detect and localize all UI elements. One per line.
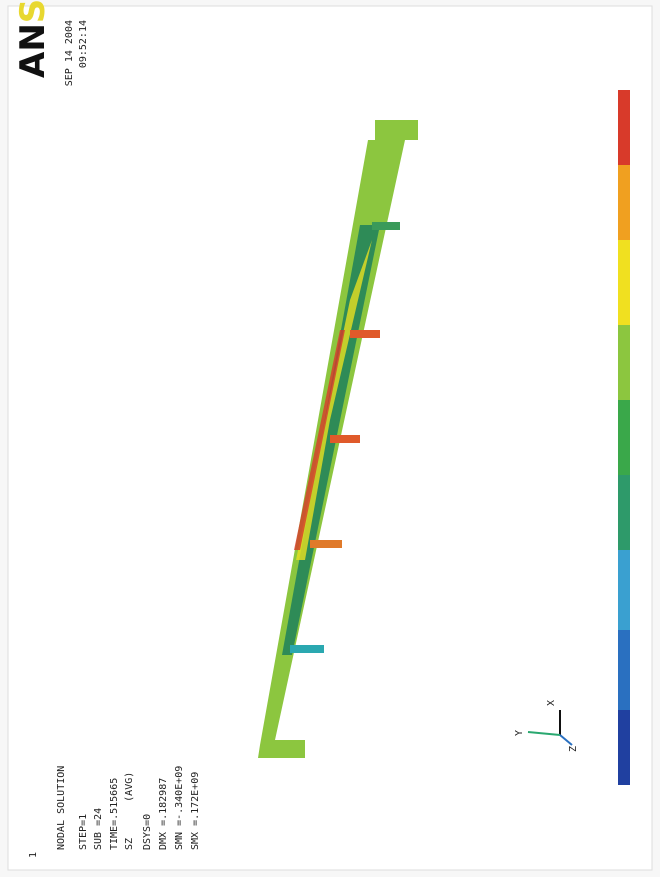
window-number: 1 — [28, 852, 39, 858]
logo: ANSYS — [13, 0, 53, 78]
color-band — [618, 165, 630, 240]
logo-part: SYS — [13, 0, 53, 23]
color-band — [618, 550, 630, 630]
legend-line: DMX =.182987 — [158, 778, 169, 850]
time: 09:52:14 — [78, 20, 89, 68]
color-band — [618, 240, 630, 325]
color-band — [618, 325, 630, 400]
color-bar — [618, 90, 630, 785]
color-band — [618, 630, 630, 710]
color-band — [618, 710, 630, 785]
color-band — [618, 90, 630, 165]
date: SEP 14 2004 — [64, 20, 75, 86]
logo-part: AN — [13, 23, 53, 78]
legend-line: SMN =-.340E+09 — [174, 766, 185, 850]
support — [310, 540, 342, 548]
legend-line: STEP=1 — [78, 814, 89, 850]
triad-label: Y — [514, 730, 525, 736]
legend-line: SZ (AVG) — [124, 772, 135, 850]
color-band — [618, 400, 630, 475]
legend-line: DSYS=0 — [142, 814, 153, 850]
legend-title: NODAL SOLUTION — [56, 766, 67, 850]
support — [290, 645, 324, 653]
support — [350, 330, 380, 338]
legend-line: SMX =.172E+09 — [190, 772, 201, 850]
legend-line: TIME=.515665 — [109, 778, 120, 850]
legend-line: SUB =24 — [93, 808, 104, 850]
color-band — [618, 475, 630, 550]
support — [372, 222, 400, 230]
triad-label: X — [546, 700, 557, 706]
triad-label: Z — [568, 746, 579, 752]
screenshot: X Y Z 1 ANSYS SEP 14 2004 09:52:14 NODAL… — [0, 0, 660, 877]
support — [330, 435, 360, 443]
